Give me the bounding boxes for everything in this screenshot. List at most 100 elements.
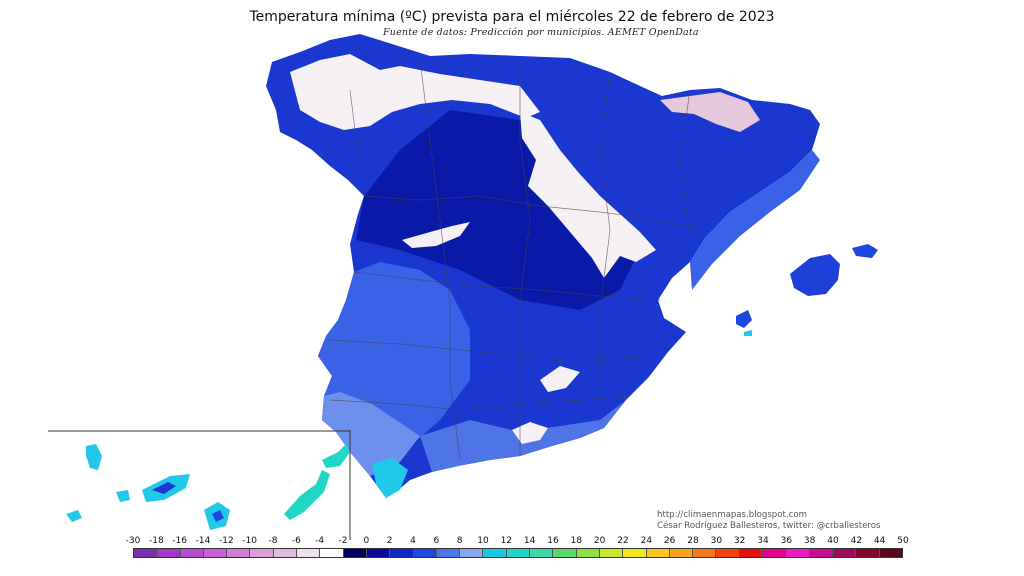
legend-swatch xyxy=(553,549,577,557)
legend-tick-label: -2 xyxy=(338,536,348,546)
legend-swatch xyxy=(599,549,624,557)
coastal-cyan xyxy=(372,458,408,498)
legend-swatch xyxy=(786,549,810,557)
legend-swatch xyxy=(623,549,647,557)
legend-swatch xyxy=(273,549,298,557)
central-system-cold xyxy=(402,222,470,248)
formentera xyxy=(744,330,752,336)
balearic-islands xyxy=(736,244,878,336)
legend-tick-label: -14 xyxy=(195,536,211,546)
pale-southwest xyxy=(322,392,420,476)
legend-swatch xyxy=(809,549,833,557)
legend-tick-label: 16 xyxy=(547,536,559,546)
legend-swatch xyxy=(646,549,670,557)
east-coast xyxy=(690,150,820,290)
canarias-inset xyxy=(48,430,351,540)
legend-tick-label: 18 xyxy=(570,536,583,546)
legend-swatch xyxy=(134,549,158,557)
mallorca xyxy=(790,254,840,296)
fuerteventura xyxy=(284,470,330,520)
legend-swatch xyxy=(157,549,181,557)
legend-swatch xyxy=(506,549,531,557)
legend-tick-label: 50 xyxy=(897,536,909,546)
legend-swatch xyxy=(483,549,507,557)
legend-swatch xyxy=(180,549,204,557)
legend-swatch xyxy=(227,549,251,557)
map-title: Temperatura mínima (ºC) prevista para el… xyxy=(249,9,775,25)
pyrenees-cold xyxy=(660,92,760,132)
legend-tick-label: -12 xyxy=(218,536,234,546)
legend-swatch xyxy=(576,549,600,557)
legend-tick-label: 32 xyxy=(733,536,746,546)
legend-swatch xyxy=(413,549,437,557)
legend-tick-label: -6 xyxy=(291,536,301,546)
lanzarote xyxy=(322,444,350,468)
sierra-nevada-cold xyxy=(512,422,548,444)
legend-tick-label: 22 xyxy=(617,536,629,546)
legend-tick-label: 0 xyxy=(363,536,370,546)
legend-tick-label: 24 xyxy=(640,536,653,546)
legend-swatch xyxy=(739,549,764,557)
legend-swatch xyxy=(669,549,694,557)
legend-tick-label: 30 xyxy=(710,536,723,546)
gran-canaria-core xyxy=(212,510,224,522)
legend-tick-label: -4 xyxy=(315,536,325,546)
legend-tick-label: -30 xyxy=(125,536,141,546)
ibiza xyxy=(736,310,752,328)
iberian-system-cold xyxy=(520,112,656,278)
legend-swatch xyxy=(203,549,228,557)
menorca xyxy=(852,244,878,258)
la-gomera xyxy=(116,490,130,502)
legend-swatch xyxy=(320,549,344,557)
legend-ticks: -30 -18 -16 -14 -12 -10 -8 -6 -4 -2 0 2 4 6 8 10 12 14 16 1… xyxy=(126,536,909,548)
legend-tick-label: 12 xyxy=(500,536,513,546)
legend-swatch xyxy=(530,549,554,557)
legend-tick-label: -8 xyxy=(268,536,278,546)
legend-tick-label: 2 xyxy=(386,536,393,546)
legend-tick-label: -10 xyxy=(242,536,258,546)
legend-tick-label: 26 xyxy=(663,536,676,546)
tenerife-cold-core xyxy=(152,482,176,494)
central-deep-zone xyxy=(356,110,640,310)
inset-frame xyxy=(48,430,351,540)
legend-swatch xyxy=(716,549,740,557)
legend-swatch xyxy=(879,549,902,557)
legend-swatch xyxy=(390,549,414,557)
legend-bar xyxy=(133,548,903,558)
peninsula-map xyxy=(266,34,820,498)
betic-cold xyxy=(540,366,580,392)
legend-swatch xyxy=(763,549,787,557)
legend-swatch xyxy=(343,549,367,557)
legend-swatch xyxy=(856,549,880,557)
legend-tick-label: 44 xyxy=(873,536,886,546)
legend-swatch xyxy=(297,549,321,557)
legend-tick-label: 8 xyxy=(456,536,463,546)
legend-swatch xyxy=(693,549,717,557)
legend-tick-label: 38 xyxy=(803,536,816,546)
province-borders xyxy=(329,58,701,461)
legend-swatch xyxy=(366,549,391,557)
legend-tick-label: 20 xyxy=(593,536,606,546)
legend-tick-label: 34 xyxy=(757,536,769,546)
legend-swatch xyxy=(250,549,274,557)
legend-tick-label: -16 xyxy=(172,536,188,546)
legend-tick-label: 36 xyxy=(780,536,793,546)
legend-tick-label: 40 xyxy=(827,536,839,546)
color-legend: -30 -18 -16 -14 -12 -10 -8 -6 -4 -2 0 2 4 6 8 10 12 14 16 1… xyxy=(126,536,909,564)
legend-tick-label: 42 xyxy=(850,536,863,546)
legend-swatch xyxy=(832,549,857,557)
legend-tick-label: 4 xyxy=(410,536,416,546)
legend-swatch xyxy=(460,549,484,557)
legend-tick-label: 14 xyxy=(523,536,536,546)
la-palma xyxy=(86,444,102,470)
credits: http://climaenmapas.blogspot.com César R… xyxy=(657,510,881,532)
legend-tick-label: 28 xyxy=(687,536,699,546)
credits-url[interactable]: http://climaenmapas.blogspot.com xyxy=(657,510,807,520)
legend-tick-label: 10 xyxy=(477,536,489,546)
map-subtitle: Fuente de datos: Predicción por municipi… xyxy=(383,27,699,38)
credits-author: César Rodríguez Ballesteros, twitter: @c… xyxy=(657,521,881,531)
legend-swatch xyxy=(436,549,461,557)
el-hierro xyxy=(66,510,82,522)
legend-tick-label: -18 xyxy=(148,536,164,546)
